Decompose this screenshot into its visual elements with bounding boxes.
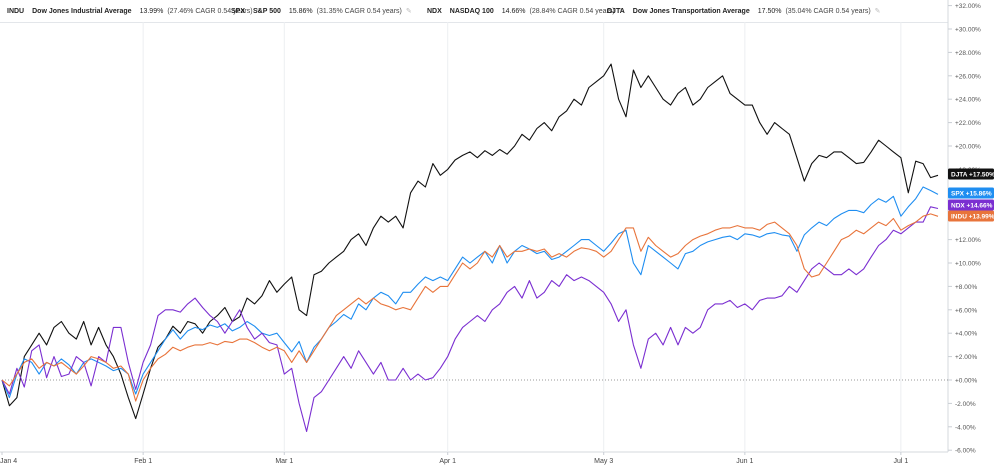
legend-ticker: INDU — [7, 7, 25, 15]
end-value-labels: DJTA +17.50% SPX +15.86% NDX +14.66% INDU +… — [948, 168, 995, 222]
x-tick-label: Jul 1 — [893, 458, 908, 465]
y-tick-label: -6.00% — [955, 448, 976, 455]
x-tick-label: Jun 1 — [736, 458, 753, 465]
y-tick-label: +2.00% — [955, 354, 977, 361]
end-label-ndx: NDX +14.66% — [948, 199, 994, 211]
y-tick-label: +0.00% — [955, 378, 977, 385]
end-label-spx: SPX +15.86% — [948, 187, 994, 199]
legend-percent: 15.86% — [288, 7, 313, 15]
legend-ticker: SPX — [231, 7, 246, 15]
y-tick-label: +30.00% — [955, 27, 981, 34]
y-tick-label: -4.00% — [955, 424, 976, 431]
x-tick-label: Apr 1 — [439, 458, 456, 465]
legend-item-djta[interactable]: DJTA Dow Jones Transportation Average 17… — [600, 0, 881, 22]
legend-series-name: Dow Jones Transportation Average — [632, 7, 750, 15]
legend-series-name: NASDAQ 100 — [449, 7, 494, 15]
x-tick-label: Feb 1 — [134, 458, 152, 465]
legend-series-name: S&P 500 — [253, 7, 281, 15]
x-axis: Jan 4 Feb 1 Mar 1 Apr 1 May 3 Jun 1 Jul 1 — [0, 458, 908, 465]
y-tick-label: +32.00% — [955, 3, 981, 10]
series-line-indu[interactable] — [1, 213, 939, 402]
legend-cagr: (28.84% CAGR 0.54 years) — [529, 7, 615, 15]
legend-cagr: (31.35% CAGR 0.54 years) — [316, 7, 402, 15]
end-label-bg — [948, 187, 994, 199]
y-tick-label: +26.00% — [955, 73, 981, 80]
end-label-text: INDU +13.99% — [951, 214, 995, 221]
legend-percent: 17.50% — [757, 7, 782, 15]
pin-icon[interactable]: ✎ — [874, 8, 881, 15]
legend-percent: 13.99% — [139, 7, 164, 15]
end-label-bg — [948, 168, 994, 180]
series-line-ndx[interactable] — [1, 206, 939, 433]
legend: INDU Dow Jones Industrial Average 13.99%… — [0, 0, 948, 23]
legend-cagr: (27.46% CAGR 0.54 years) — [167, 7, 253, 15]
legend-ticker: DJTA — [607, 7, 625, 15]
end-label-text: SPX +15.86% — [951, 191, 992, 198]
end-label-bg — [948, 210, 994, 222]
end-label-bg — [948, 199, 994, 211]
legend-series-name: Dow Jones Industrial Average — [32, 7, 132, 15]
y-tick-label: +10.00% — [955, 261, 981, 268]
x-tick-label: May 3 — [594, 458, 613, 465]
y-tick-label: +12.00% — [955, 237, 981, 244]
end-label-indu: INDU +13.99% — [948, 210, 995, 222]
y-tick-label: +6.00% — [955, 307, 977, 314]
series-line-spx[interactable] — [1, 186, 939, 399]
y-tick-label: +4.00% — [955, 331, 977, 338]
y-tick-label: +28.00% — [955, 50, 981, 57]
legend-percent: 14.66% — [501, 7, 526, 15]
legend-cagr: (35.04% CAGR 0.54 years) — [785, 7, 871, 15]
series-lines — [1, 63, 939, 433]
y-tick-label: +8.00% — [955, 284, 977, 291]
legend-ticker: NDX — [427, 7, 442, 15]
pin-icon[interactable]: ✎ — [618, 8, 625, 15]
end-label-djta: DJTA +17.50% — [948, 168, 995, 180]
end-label-text: DJTA +17.50% — [951, 172, 995, 179]
x-tick-label: Jan 4 — [0, 458, 17, 465]
y-tick-label: -2.00% — [955, 401, 976, 408]
x-tick-label: Mar 1 — [275, 458, 293, 465]
series-line-djta[interactable] — [1, 63, 939, 420]
legend-item-spx[interactable]: SPX S&P 500 15.86% (31.35% CAGR 0.54 yea… — [224, 0, 420, 22]
pin-icon[interactable]: ✎ — [405, 8, 412, 15]
y-tick-label: +22.00% — [955, 120, 981, 127]
gridlines — [0, 0, 952, 455]
end-label-text: NDX +14.66% — [951, 203, 993, 210]
y-axis: -6.00% -4.00% -2.00% +0.00% +2.00% +4.00% +6.0… — [955, 3, 981, 455]
y-tick-label: +20.00% — [955, 144, 981, 151]
y-tick-label: +24.00% — [955, 97, 981, 104]
legend-item-ndx[interactable]: NDX NASDAQ 100 14.66% (28.84% CAGR 0.54 … — [420, 0, 625, 22]
legend-item-indu[interactable]: INDU Dow Jones Industrial Average 13.99%… — [0, 0, 262, 22]
pin-icon[interactable]: ✎ — [256, 8, 263, 15]
